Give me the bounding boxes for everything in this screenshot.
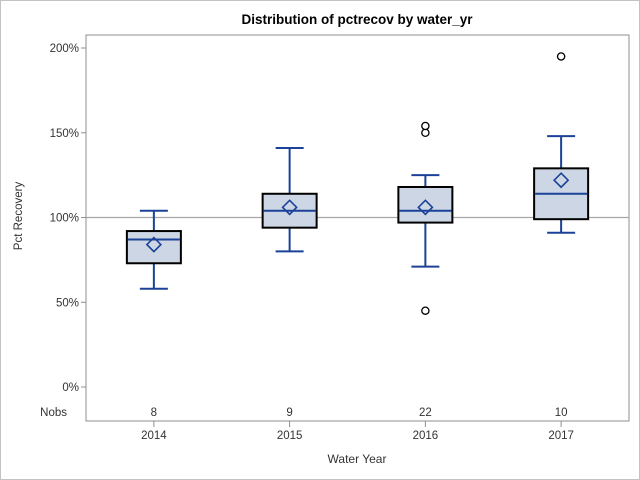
y-tick-label: 0% — [62, 382, 79, 394]
axis-ticks-layer — [81, 47, 562, 427]
y-tick-label: 50% — [56, 297, 79, 309]
y-axis-label: Pct Recovery — [13, 182, 25, 251]
outlier-2016 — [421, 121, 430, 131]
nobs-label: Nobs — [40, 407, 67, 419]
outlier-2016 — [421, 128, 430, 137]
boxes-layer — [125, 52, 590, 315]
mean-diamond-2016 — [417, 199, 434, 216]
outlier-2016 — [421, 306, 430, 315]
plot-frame — [85, 34, 630, 422]
box-group-2016 — [397, 121, 454, 315]
iqr-box-2014 — [125, 230, 182, 265]
nobs-value: 10 — [555, 407, 568, 419]
box-group-2015 — [261, 147, 318, 253]
y-tick-label: 200% — [50, 43, 79, 55]
x-axis-label: Water Year — [328, 452, 387, 466]
nobs-value: 22 — [419, 407, 432, 419]
y-tick-label: 150% — [50, 128, 79, 140]
mean-diamond-2014 — [145, 236, 163, 253]
x-tick-label: 2017 — [548, 430, 574, 442]
box-group-2014 — [125, 209, 182, 290]
nobs-value: 9 — [286, 407, 292, 419]
mean-diamond-2015 — [281, 199, 298, 216]
iqr-box-2016 — [397, 185, 454, 224]
mean-diamond-2017 — [552, 172, 570, 189]
outlier-2017 — [556, 52, 566, 61]
y-tick-label: 100% — [50, 213, 79, 225]
x-tick-label: 2015 — [277, 430, 303, 442]
axis-labels-layer: 0% 50% 100% 150% 200% 2014 8 2015 9 2016 22 2017 10 — [50, 43, 574, 442]
x-tick-label: 2014 — [141, 430, 167, 442]
chart-title: Distribution of pctrecov by water_yr — [241, 12, 473, 27]
nobs-value: 8 — [151, 407, 157, 419]
x-tick-label: 2016 — [413, 430, 439, 442]
box-group-2017 — [533, 52, 590, 234]
